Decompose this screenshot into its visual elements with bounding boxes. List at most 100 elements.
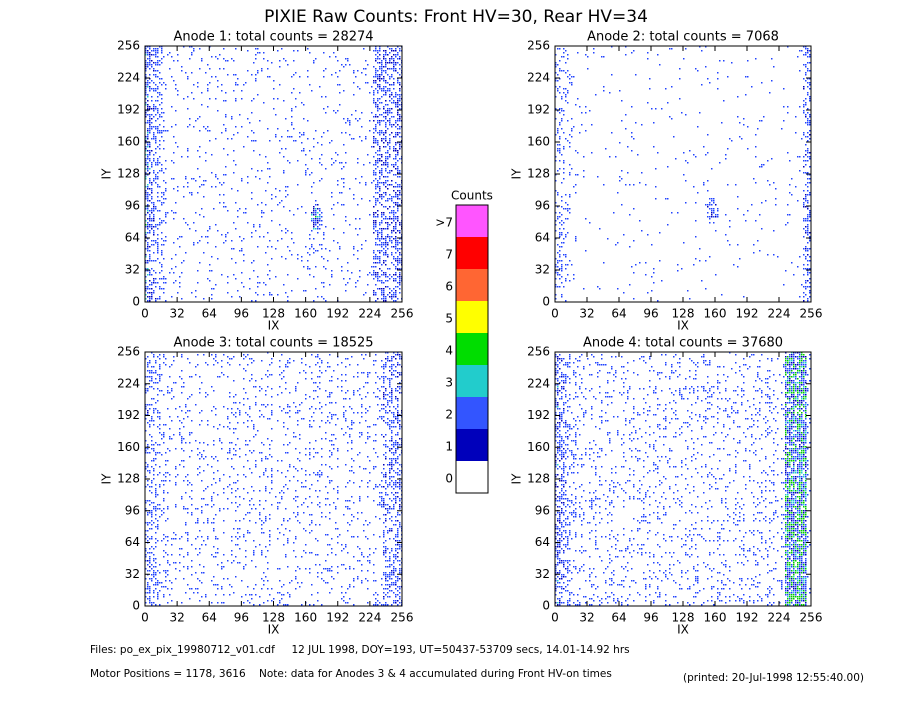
count-texture [785, 352, 807, 606]
count-texture [707, 50, 811, 302]
colorbar-swatch [456, 269, 488, 301]
x-axis-label: IX [268, 623, 280, 637]
x-tick-label: 192 [736, 611, 759, 625]
x-tick-label: 0 [551, 307, 559, 321]
x-tick-label: 0 [141, 307, 149, 321]
footer-motor: Motor Positions = 1178, 3616 Note: data … [90, 668, 612, 680]
y-tick-label: 64 [125, 231, 140, 245]
y-tick-label: 128 [117, 472, 140, 486]
y-tick-label: 96 [125, 503, 140, 517]
x-tick-label: 96 [643, 307, 658, 321]
y-tick-label: 160 [527, 440, 550, 454]
y-tick-label: 192 [527, 408, 550, 422]
colorbar-label: >7 [435, 216, 453, 230]
x-tick-label: 256 [800, 611, 823, 625]
y-tick-label: 256 [117, 39, 140, 53]
y-tick-label: 128 [527, 167, 550, 181]
y-tick-label: 0 [542, 295, 550, 309]
x-tick-label: 192 [326, 611, 349, 625]
x-tick-label: 192 [326, 307, 349, 321]
x-tick-label: 64 [611, 611, 626, 625]
colorbar-label: 4 [445, 344, 453, 358]
x-tick-label: 192 [736, 307, 759, 321]
colorbar-swatch [456, 397, 488, 429]
y-tick-label: 32 [535, 263, 550, 277]
x-tick-label: 256 [800, 307, 823, 321]
plot-frame [144, 45, 403, 303]
x-tick-label: 0 [141, 611, 149, 625]
colorbar-title: Counts [451, 189, 493, 203]
colorbar-swatch [456, 461, 488, 493]
x-tick-label: 96 [234, 307, 249, 321]
y-tick-label: 224 [117, 376, 140, 390]
x-tick-label: 224 [768, 611, 791, 625]
colorbar-swatch [456, 205, 488, 237]
y-tick-label: 64 [125, 535, 140, 549]
count-texture [557, 352, 807, 606]
colorbar-label: 2 [445, 408, 453, 422]
count-texture [555, 352, 807, 606]
y-tick-label: 192 [117, 408, 140, 422]
x-tick-label: 224 [768, 307, 791, 321]
x-tick-label: 32 [169, 307, 184, 321]
y-tick-label: 192 [117, 103, 140, 117]
y-axis-label: IY [100, 473, 114, 485]
x-tick-label: 128 [672, 307, 695, 321]
colorbar-swatch [456, 237, 488, 269]
panel-title: Anode 3: total counts = 18525 [173, 336, 373, 351]
colorbar-label: 5 [445, 312, 453, 326]
x-tick-label: 160 [704, 611, 727, 625]
x-tick-label: 160 [704, 307, 727, 321]
colorbar-swatch [456, 333, 488, 365]
y-tick-label: 160 [117, 440, 140, 454]
plot-frame [144, 351, 403, 607]
colorbar-frame [455, 204, 489, 494]
y-tick-label: 32 [125, 263, 140, 277]
y-tick-label: 256 [527, 39, 550, 53]
colorbar-label: 6 [445, 280, 453, 294]
y-axis-label: IY [510, 473, 524, 485]
count-texture [145, 216, 317, 226]
x-tick-label: 96 [234, 611, 249, 625]
y-tick-label: 128 [527, 472, 550, 486]
y-tick-label: 64 [535, 535, 550, 549]
y-tick-label: 128 [117, 167, 140, 181]
x-tick-label: 128 [262, 307, 285, 321]
x-tick-label: 128 [672, 611, 695, 625]
x-axis-label: IX [268, 319, 280, 333]
x-tick-label: 64 [202, 307, 217, 321]
x-tick-label: 224 [358, 307, 381, 321]
count-texture [555, 352, 811, 606]
colorbar-swatch [456, 365, 488, 397]
x-axis-label: IX [677, 319, 689, 333]
y-tick-label: 96 [535, 199, 550, 213]
x-tick-label: 160 [294, 611, 317, 625]
y-tick-label: 0 [132, 599, 140, 613]
x-tick-label: 256 [391, 611, 414, 625]
panel: Anode 4: total counts = 37680 0 32 64 96 128 1… [510, 336, 823, 637]
panel: Anode 3: total counts = 18525 0 32 64 96 128 1… [100, 336, 414, 637]
count-texture [145, 46, 403, 302]
x-tick-label: 32 [169, 611, 184, 625]
x-tick-label: 0 [551, 611, 559, 625]
colorbar-label: 0 [445, 472, 453, 486]
y-axis-label: IY [100, 168, 114, 180]
colorbar-label: 1 [445, 440, 453, 454]
y-tick-label: 160 [117, 135, 140, 149]
y-tick-label: 32 [535, 567, 550, 581]
y-axis-label: IY [510, 168, 524, 180]
x-tick-label: 32 [579, 611, 594, 625]
x-tick-label: 128 [262, 611, 285, 625]
footer-printed: (printed: 20-Jul-1998 12:55:40.00) [683, 672, 864, 684]
footer-files: Files: po_ex_pix_19980712_v01.cdf 12 JUL… [90, 644, 630, 656]
x-tick-label: 256 [391, 307, 414, 321]
y-tick-label: 256 [527, 345, 550, 359]
count-texture [555, 46, 811, 302]
y-tick-label: 224 [117, 71, 140, 85]
colorbar-label: 3 [445, 376, 453, 390]
y-tick-label: 160 [527, 135, 550, 149]
panel: Anode 2: total counts = 7068 0 32 64 96 128 16… [510, 30, 823, 333]
x-tick-label: 160 [294, 307, 317, 321]
panel-title: Anode 1: total counts = 28274 [173, 30, 373, 45]
y-tick-label: 96 [125, 199, 140, 213]
